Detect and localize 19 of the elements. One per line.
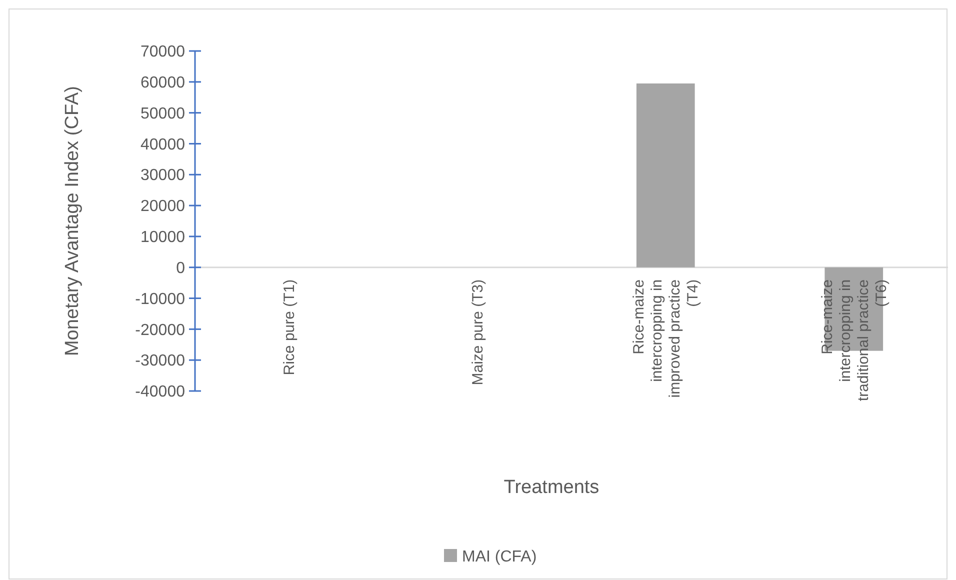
y-tick-label: 50000	[140, 105, 186, 122]
x-tick-label: Rice pure (T1)	[281, 279, 298, 376]
y-tick-label: 0	[176, 260, 186, 277]
x-tick-label: Maize pure (T3)	[469, 279, 486, 386]
y-tick-label: -20000	[135, 322, 186, 339]
y-tick-label: 40000	[140, 136, 186, 154]
y-tick-label: 60000	[140, 74, 186, 92]
y-tick-label: -40000	[135, 384, 186, 401]
x-axis-title: Treatments	[504, 477, 600, 498]
y-axis-title: Monetary Avantage Index (CFA)	[62, 86, 83, 356]
legend-label: MAI (CFA)	[462, 548, 537, 566]
y-tick-label: 20000	[140, 198, 186, 216]
y-tick-label: 10000	[140, 229, 186, 246]
x-tick-label: Rice-maize intercropping in improved practice (T4)	[630, 279, 702, 398]
x-tick-label: Rice-maize intercropping in traditional practice (T6)	[818, 279, 890, 402]
y-tick-label: 70000	[140, 44, 186, 61]
y-tick-label: -10000	[135, 290, 186, 308]
y-tick-label: 30000	[140, 167, 186, 184]
y-tick-label: -30000	[135, 352, 186, 370]
